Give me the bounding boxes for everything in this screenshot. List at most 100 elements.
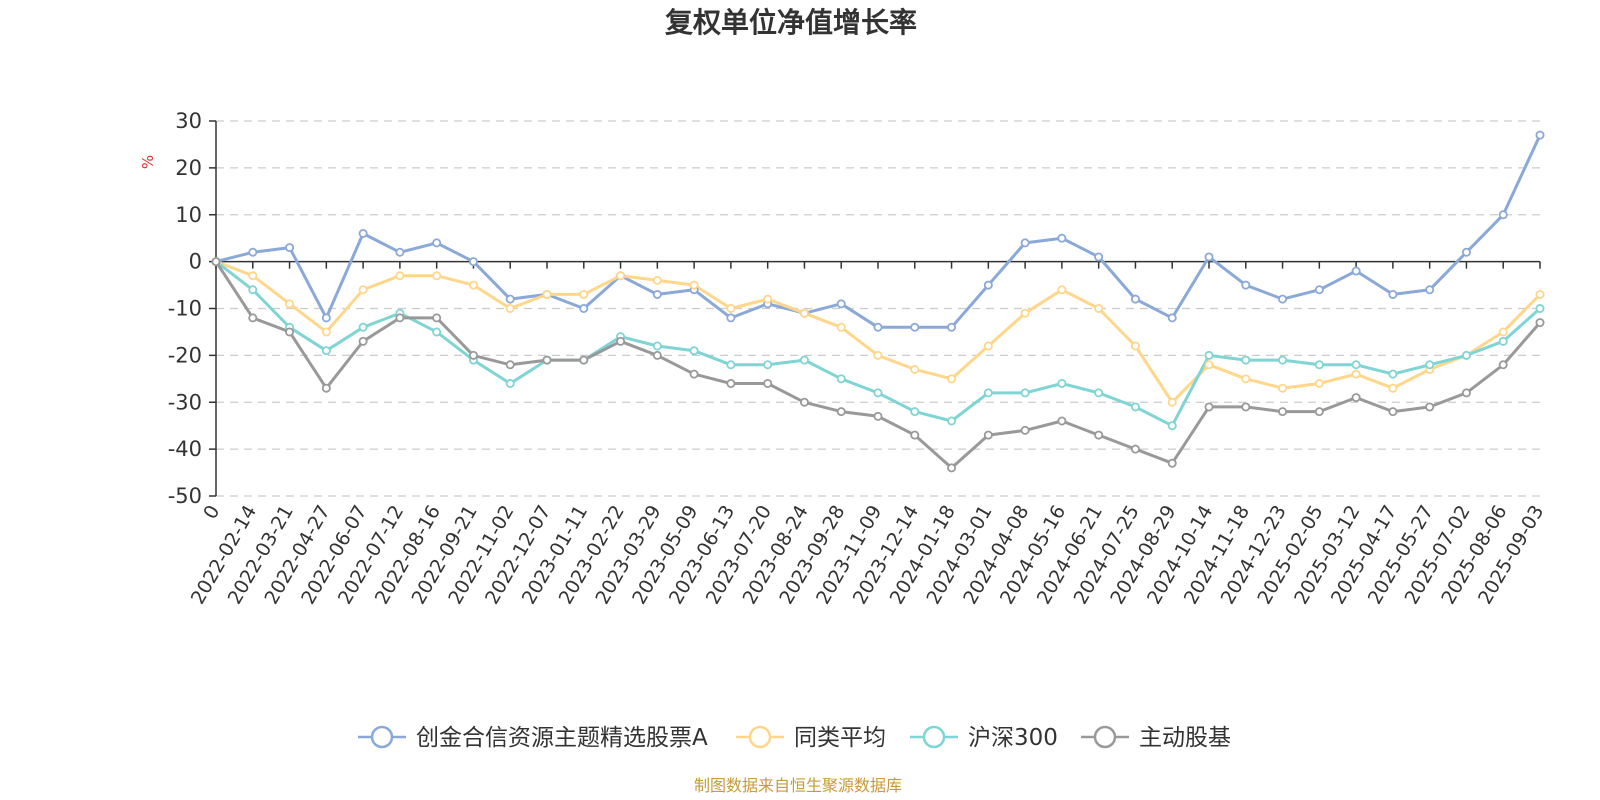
legend-label: 沪深300 — [968, 725, 1058, 751]
legend-marker — [922, 725, 946, 749]
data-point — [579, 355, 589, 365]
data-point — [616, 336, 626, 346]
y-tick-label: -30 — [168, 390, 202, 414]
x-axis: 02022-02-142022-03-212022-04-272022-06-0… — [187, 260, 1548, 608]
data-point — [726, 313, 736, 323]
y-axis: 30 20 10 0 -10 -20 -30 -40 -50 — [168, 109, 217, 508]
legend[interactable]: 创金合信资源主题精选股票A 同类平均 沪深300 主动股基 — [358, 725, 1231, 751]
data-point — [1094, 303, 1104, 313]
data-point — [358, 322, 368, 332]
data-point — [432, 238, 442, 248]
data-point — [799, 397, 809, 407]
series-line-0 — [215, 134, 1542, 329]
data-point — [763, 360, 773, 370]
data-point — [1130, 402, 1140, 412]
legend-item-2[interactable]: 沪深300 — [910, 725, 1058, 751]
data-point — [1314, 285, 1324, 295]
data-point — [1388, 289, 1398, 299]
data-point — [1020, 388, 1030, 398]
data-point — [1388, 407, 1398, 417]
data-point — [983, 388, 993, 398]
data-point — [358, 228, 368, 238]
data-point — [689, 369, 699, 379]
data-point — [321, 327, 331, 337]
data-point — [505, 360, 515, 370]
data-point — [983, 280, 993, 290]
source-note: 制图数据来自恒生聚源数据库 — [694, 776, 902, 795]
data-point — [1130, 444, 1140, 454]
data-point — [432, 327, 442, 337]
data-point — [1278, 355, 1288, 365]
data-point — [616, 271, 626, 281]
data-point — [836, 299, 846, 309]
series-line-2 — [215, 260, 1541, 428]
data-point — [983, 341, 993, 351]
data-point — [910, 322, 920, 332]
series-line-1 — [215, 260, 1542, 404]
data-point — [689, 280, 699, 290]
data-point — [947, 463, 957, 473]
data-point — [1314, 378, 1324, 388]
legend-item-3[interactable]: 主动股基 — [1081, 725, 1231, 751]
data-point — [763, 378, 773, 388]
data-point — [1020, 425, 1030, 435]
data-point — [285, 327, 295, 337]
legend-item-0[interactable]: 创金合信资源主题精选股票A — [358, 725, 708, 751]
data-point — [1167, 421, 1177, 431]
data-point — [1351, 360, 1361, 370]
data-point — [1461, 247, 1471, 257]
data-point — [1314, 360, 1324, 370]
data-point — [1241, 374, 1251, 384]
y-tick-label: 20 — [175, 156, 202, 180]
data-point — [432, 313, 442, 323]
data-point — [542, 289, 552, 299]
y-tick-label: -10 — [168, 297, 202, 321]
data-point — [579, 289, 589, 299]
data-point — [983, 430, 993, 440]
data-point — [873, 350, 883, 360]
y-tick-label: 0 — [189, 250, 202, 274]
data-point — [1535, 318, 1545, 328]
x-tick-label: 0 — [199, 502, 224, 523]
data-point — [1388, 383, 1398, 393]
data-point — [726, 303, 736, 313]
data-point — [1498, 327, 1508, 337]
data-point — [873, 322, 883, 332]
y-tick-label: 10 — [175, 203, 202, 227]
data-point — [1278, 383, 1288, 393]
data-point — [1241, 402, 1251, 412]
data-point — [1425, 285, 1435, 295]
y-tick-label: -40 — [168, 437, 202, 461]
data-point — [1461, 350, 1471, 360]
data-point — [836, 322, 846, 332]
legend-item-1[interactable]: 同类平均 — [736, 725, 886, 751]
data-point — [1204, 350, 1214, 360]
data-point — [1351, 266, 1361, 276]
data-point — [910, 364, 920, 374]
data-point — [248, 247, 258, 257]
data-point — [763, 294, 773, 304]
data-point — [652, 350, 662, 360]
y-tick-label: 30 — [175, 109, 202, 133]
data-point — [1351, 369, 1361, 379]
data-point — [1057, 416, 1067, 426]
data-point — [910, 407, 920, 417]
data-point — [1461, 388, 1471, 398]
grid — [216, 120, 1540, 497]
data-point — [1498, 210, 1508, 220]
data-point — [505, 294, 515, 304]
data-point — [579, 303, 589, 313]
data-point — [468, 280, 478, 290]
data-point — [1094, 388, 1104, 398]
data-point — [395, 247, 405, 257]
data-point — [505, 303, 515, 313]
data-point — [395, 271, 405, 281]
y-axis-unit: % — [139, 155, 157, 169]
legend-marker — [748, 725, 772, 749]
data-point — [1167, 397, 1177, 407]
legend-marker — [370, 725, 394, 749]
data-point — [910, 430, 920, 440]
data-point — [432, 271, 442, 281]
data-point — [358, 336, 368, 346]
data-point — [836, 374, 846, 384]
